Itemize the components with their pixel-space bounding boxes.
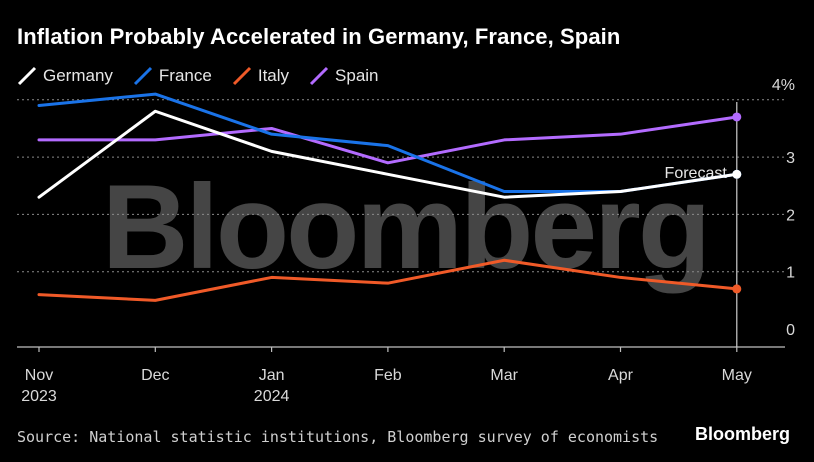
data-point-spain xyxy=(619,133,622,136)
series-germany xyxy=(37,109,742,199)
watermark-text: Bloomberg xyxy=(102,160,708,294)
chart-title: Inflation Probably Accelerated in German… xyxy=(17,24,621,49)
legend-item-france[interactable]: France xyxy=(133,66,212,86)
x-tick-label: May xyxy=(722,367,752,384)
series-line-spain xyxy=(37,115,739,165)
data-point-germany xyxy=(38,196,41,199)
y-tick-label: 4% xyxy=(772,77,795,94)
legend-label-spain: Spain xyxy=(335,66,379,85)
legend-item-spain[interactable]: Spain xyxy=(309,66,379,86)
x-tick-label: Mar xyxy=(490,367,518,384)
data-point-germany xyxy=(270,150,273,153)
data-point-france xyxy=(386,144,389,147)
data-point-spain xyxy=(503,138,506,141)
data-point-italy xyxy=(619,276,622,279)
data-point-france xyxy=(154,93,157,96)
legend-label-italy: Italy xyxy=(257,66,290,85)
bloomberg-logo: Bloomberg xyxy=(694,424,790,444)
y-tick-label: 0 xyxy=(786,322,795,339)
source-note: Source: National statistic institutions,… xyxy=(17,428,659,446)
legend-label-france: France xyxy=(158,66,212,85)
legend-swatch-france xyxy=(133,66,153,86)
legend-swatch-spain xyxy=(309,66,329,86)
legend: Germany France Italy Spain xyxy=(17,66,379,86)
x-tick-label: Feb xyxy=(374,367,402,384)
forecast-point-spain xyxy=(732,112,742,122)
data-point-italy xyxy=(503,259,506,262)
data-point-spain xyxy=(386,161,389,164)
y-tick-label: 2 xyxy=(786,207,795,224)
x-tick-label-year: 2024 xyxy=(254,388,290,405)
data-point-germany xyxy=(154,110,157,113)
data-point-spain xyxy=(38,138,41,141)
legend-item-italy[interactable]: Italy xyxy=(232,66,289,86)
x-tick-label-year: 2023 xyxy=(21,388,57,405)
y-tick-label: 3 xyxy=(786,150,795,167)
series-italy xyxy=(37,258,742,302)
data-point-spain xyxy=(154,138,157,141)
y-tick-label: 1 xyxy=(786,265,795,282)
legend-item-germany[interactable]: Germany xyxy=(17,66,113,86)
data-point-italy xyxy=(270,276,273,279)
x-tick-label: Jan xyxy=(259,367,285,384)
legend-swatch-italy xyxy=(232,66,252,86)
series-line-italy xyxy=(37,258,739,302)
data-point-italy xyxy=(154,299,157,302)
legend-label-germany: Germany xyxy=(43,66,113,85)
data-point-germany xyxy=(503,196,506,199)
series-spain xyxy=(37,112,742,165)
data-point-france xyxy=(503,190,506,193)
data-point-france xyxy=(270,133,273,136)
data-point-germany xyxy=(386,173,389,176)
x-tick-label: Apr xyxy=(608,367,634,384)
legend-swatch-germany xyxy=(17,66,37,86)
data-point-france xyxy=(38,104,41,107)
forecast-point-italy xyxy=(732,284,742,294)
data-point-italy xyxy=(386,282,389,285)
data-point-italy xyxy=(38,293,41,296)
x-tick-label: Nov xyxy=(25,367,53,384)
data-point-spain xyxy=(270,127,273,130)
series-line-germany xyxy=(37,109,739,199)
forecast-point-germany xyxy=(732,169,742,179)
x-tick-label: Dec xyxy=(141,367,169,384)
data-point-germany xyxy=(619,190,622,193)
